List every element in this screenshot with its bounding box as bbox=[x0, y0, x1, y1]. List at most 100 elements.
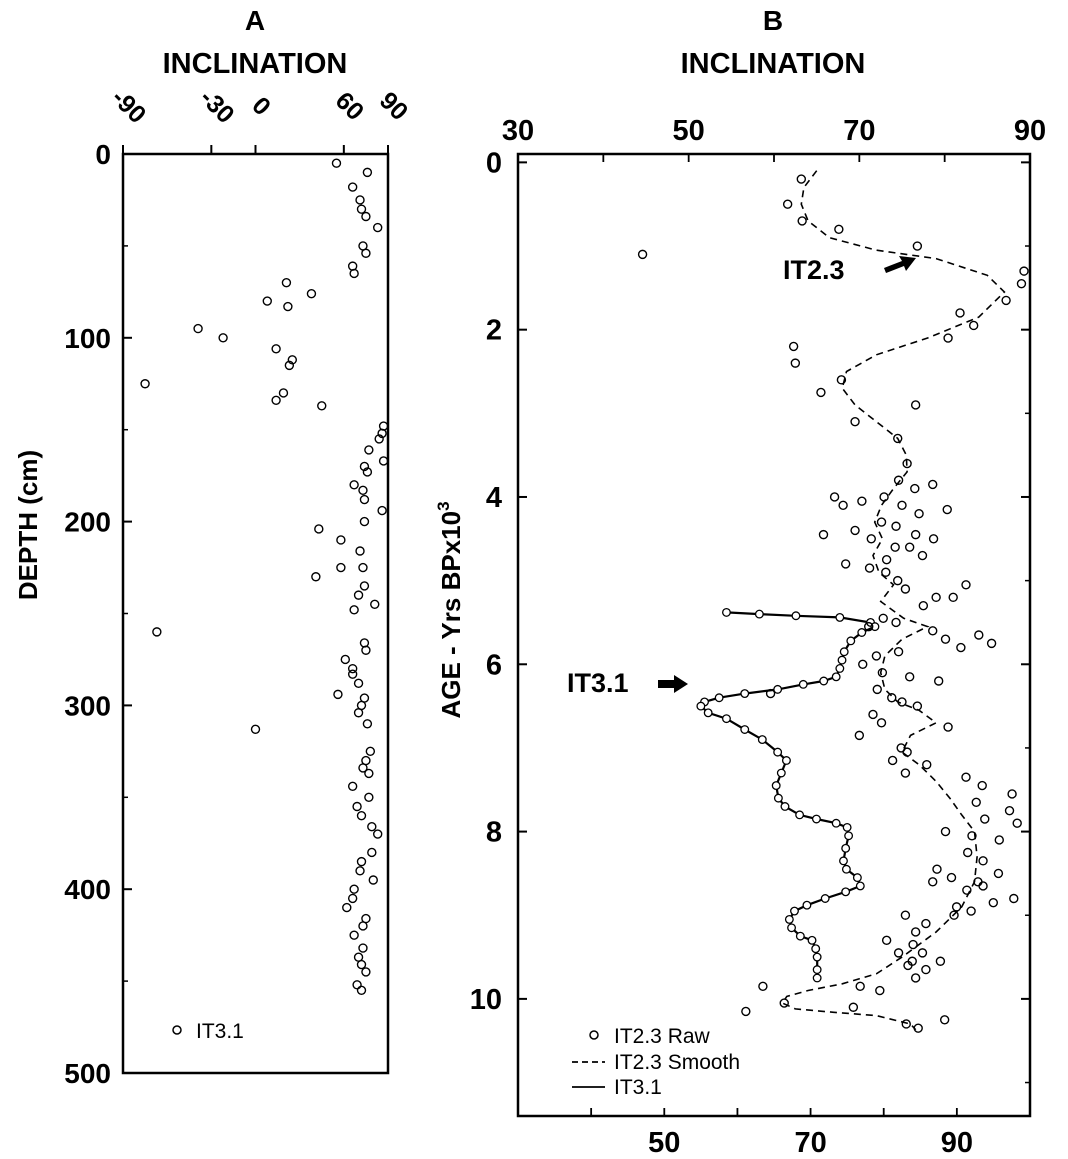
panel-b-it31-point bbox=[835, 664, 845, 673]
panel-b-raw-point bbox=[890, 542, 900, 552]
panel-a-point bbox=[358, 921, 368, 931]
panel-b-raw-point bbox=[881, 935, 892, 946]
panel-b-it31-point bbox=[842, 822, 852, 832]
panel-b-it31-point bbox=[771, 781, 781, 791]
panel-b-raw-point bbox=[974, 630, 984, 640]
panel-b-raw-point bbox=[891, 521, 901, 531]
panel-a-point bbox=[353, 678, 364, 689]
panel-a-point bbox=[352, 801, 362, 812]
panel-b-it31-point bbox=[795, 931, 805, 941]
panel-b-raw-point bbox=[887, 693, 897, 703]
panel-b-raw-point bbox=[912, 241, 923, 251]
panel-a-point bbox=[314, 524, 324, 534]
panel-a-point bbox=[364, 445, 374, 455]
panel-a-point bbox=[250, 724, 261, 734]
panel-b-raw-point bbox=[928, 534, 939, 544]
panel-b-raw-point bbox=[928, 479, 938, 490]
panel-b-raw-point bbox=[878, 613, 888, 623]
panel-b-raw-point bbox=[887, 755, 898, 766]
panel-a-point bbox=[347, 669, 358, 679]
panel-b-it31-point bbox=[870, 622, 880, 632]
panel-b-title: INCLINATION bbox=[681, 48, 866, 80]
panel-b-ylabel-sup: 3 bbox=[434, 501, 453, 510]
panel-a-letter: A bbox=[245, 5, 265, 36]
panel-b-it31-point bbox=[722, 607, 731, 617]
panel-b-raw-point bbox=[779, 998, 789, 1008]
panel-b-xtick-bottom-label: 50 bbox=[648, 1127, 680, 1159]
panel-b-raw-point bbox=[788, 341, 799, 352]
panel-b-raw-point bbox=[963, 847, 973, 858]
panel-b-it31-point bbox=[831, 672, 841, 682]
panel-b-raw-point bbox=[893, 475, 904, 485]
panel-b-raw-point bbox=[876, 718, 887, 728]
panel-b-raw-point bbox=[782, 199, 793, 209]
panel-b-xtick-top-label: 70 bbox=[843, 115, 875, 147]
panel-a-ylabel: DEPTH (cm) bbox=[13, 450, 43, 600]
panel-a-point bbox=[365, 746, 376, 757]
panel-b-it31-point bbox=[841, 843, 851, 853]
panel-a-point bbox=[364, 792, 374, 802]
panel-a-point bbox=[378, 456, 389, 466]
panel-a-point bbox=[271, 344, 281, 354]
panel-b-raw-point bbox=[948, 592, 958, 603]
panel-b-raw-point bbox=[857, 496, 867, 506]
panel-a-point bbox=[359, 461, 370, 472]
panel-b-raw-point bbox=[868, 709, 878, 720]
panel-b-raw-point bbox=[829, 492, 840, 502]
panel-b-raw-point bbox=[917, 550, 928, 561]
panel-a-legend-marker bbox=[172, 1025, 182, 1035]
panel-b-it31-point bbox=[773, 684, 783, 694]
panel-a-point bbox=[152, 627, 162, 637]
panel-b-raw-point bbox=[900, 584, 911, 594]
panel-b-xtick-bottom-label: 70 bbox=[794, 1127, 826, 1159]
panel-b-raw-point bbox=[910, 973, 921, 983]
panel-b-it31-point bbox=[811, 814, 821, 824]
panel-b-raw-point bbox=[928, 626, 938, 636]
panel-a-point bbox=[378, 421, 389, 431]
panel-a-point bbox=[359, 638, 370, 648]
panel-b-raw-point bbox=[765, 688, 776, 699]
panel-b-raw-point bbox=[967, 831, 977, 841]
panel-b-ytick-label: 6 bbox=[486, 649, 502, 681]
panel-a-point bbox=[377, 505, 387, 516]
panel-b-raw-point bbox=[946, 872, 957, 883]
annotation-it23-label: IT2.3 bbox=[783, 255, 845, 285]
panel-b-raw-point bbox=[897, 500, 907, 511]
panel-a-point bbox=[355, 195, 365, 205]
panel-a-point bbox=[359, 516, 370, 527]
panel-b-raw-point bbox=[866, 534, 876, 544]
panel-a-point bbox=[353, 708, 364, 718]
panel-b-raw-point bbox=[1016, 278, 1027, 289]
panel-b-raw-point bbox=[942, 504, 952, 515]
panel-a-point bbox=[336, 535, 346, 545]
panel-b-raw-point bbox=[836, 375, 847, 385]
panel-b-raw-point bbox=[858, 659, 868, 669]
panel-b-it31-point bbox=[855, 881, 865, 891]
panel-b-raw-point bbox=[902, 747, 912, 757]
panel-b-raw-point bbox=[838, 500, 848, 511]
panel-b-it31-point bbox=[790, 906, 799, 916]
panel-a-xtick-label: 0 bbox=[246, 92, 276, 122]
panel-a-point bbox=[361, 211, 371, 222]
panel-a-point bbox=[347, 781, 358, 791]
panel-a-point bbox=[349, 480, 359, 490]
panel-b-raw-point bbox=[834, 224, 844, 234]
panel-a-point bbox=[140, 379, 150, 389]
panel-b-raw-point bbox=[940, 634, 951, 644]
panel-b-raw-point bbox=[1004, 805, 1015, 816]
panel-a-point bbox=[349, 884, 359, 894]
panel-b-xtick-top-label: 90 bbox=[1014, 115, 1046, 147]
legend-raw-label: IT2.3 Raw bbox=[614, 1025, 711, 1048]
panel-b-it31-point bbox=[784, 914, 794, 924]
panel-b-raw-point bbox=[855, 981, 865, 992]
panel-b-raw-point bbox=[978, 856, 988, 866]
panel-b-letter: B bbox=[763, 5, 783, 36]
panel-b-it31-point bbox=[740, 689, 750, 699]
panel-b-raw-point bbox=[848, 1002, 859, 1012]
panel-b-raw-point bbox=[904, 672, 915, 682]
panel-b-raw-point bbox=[978, 881, 988, 891]
panel-b-raw-point bbox=[902, 458, 912, 469]
panel-a-point bbox=[367, 822, 377, 832]
panel-b-raw-point bbox=[914, 509, 924, 519]
